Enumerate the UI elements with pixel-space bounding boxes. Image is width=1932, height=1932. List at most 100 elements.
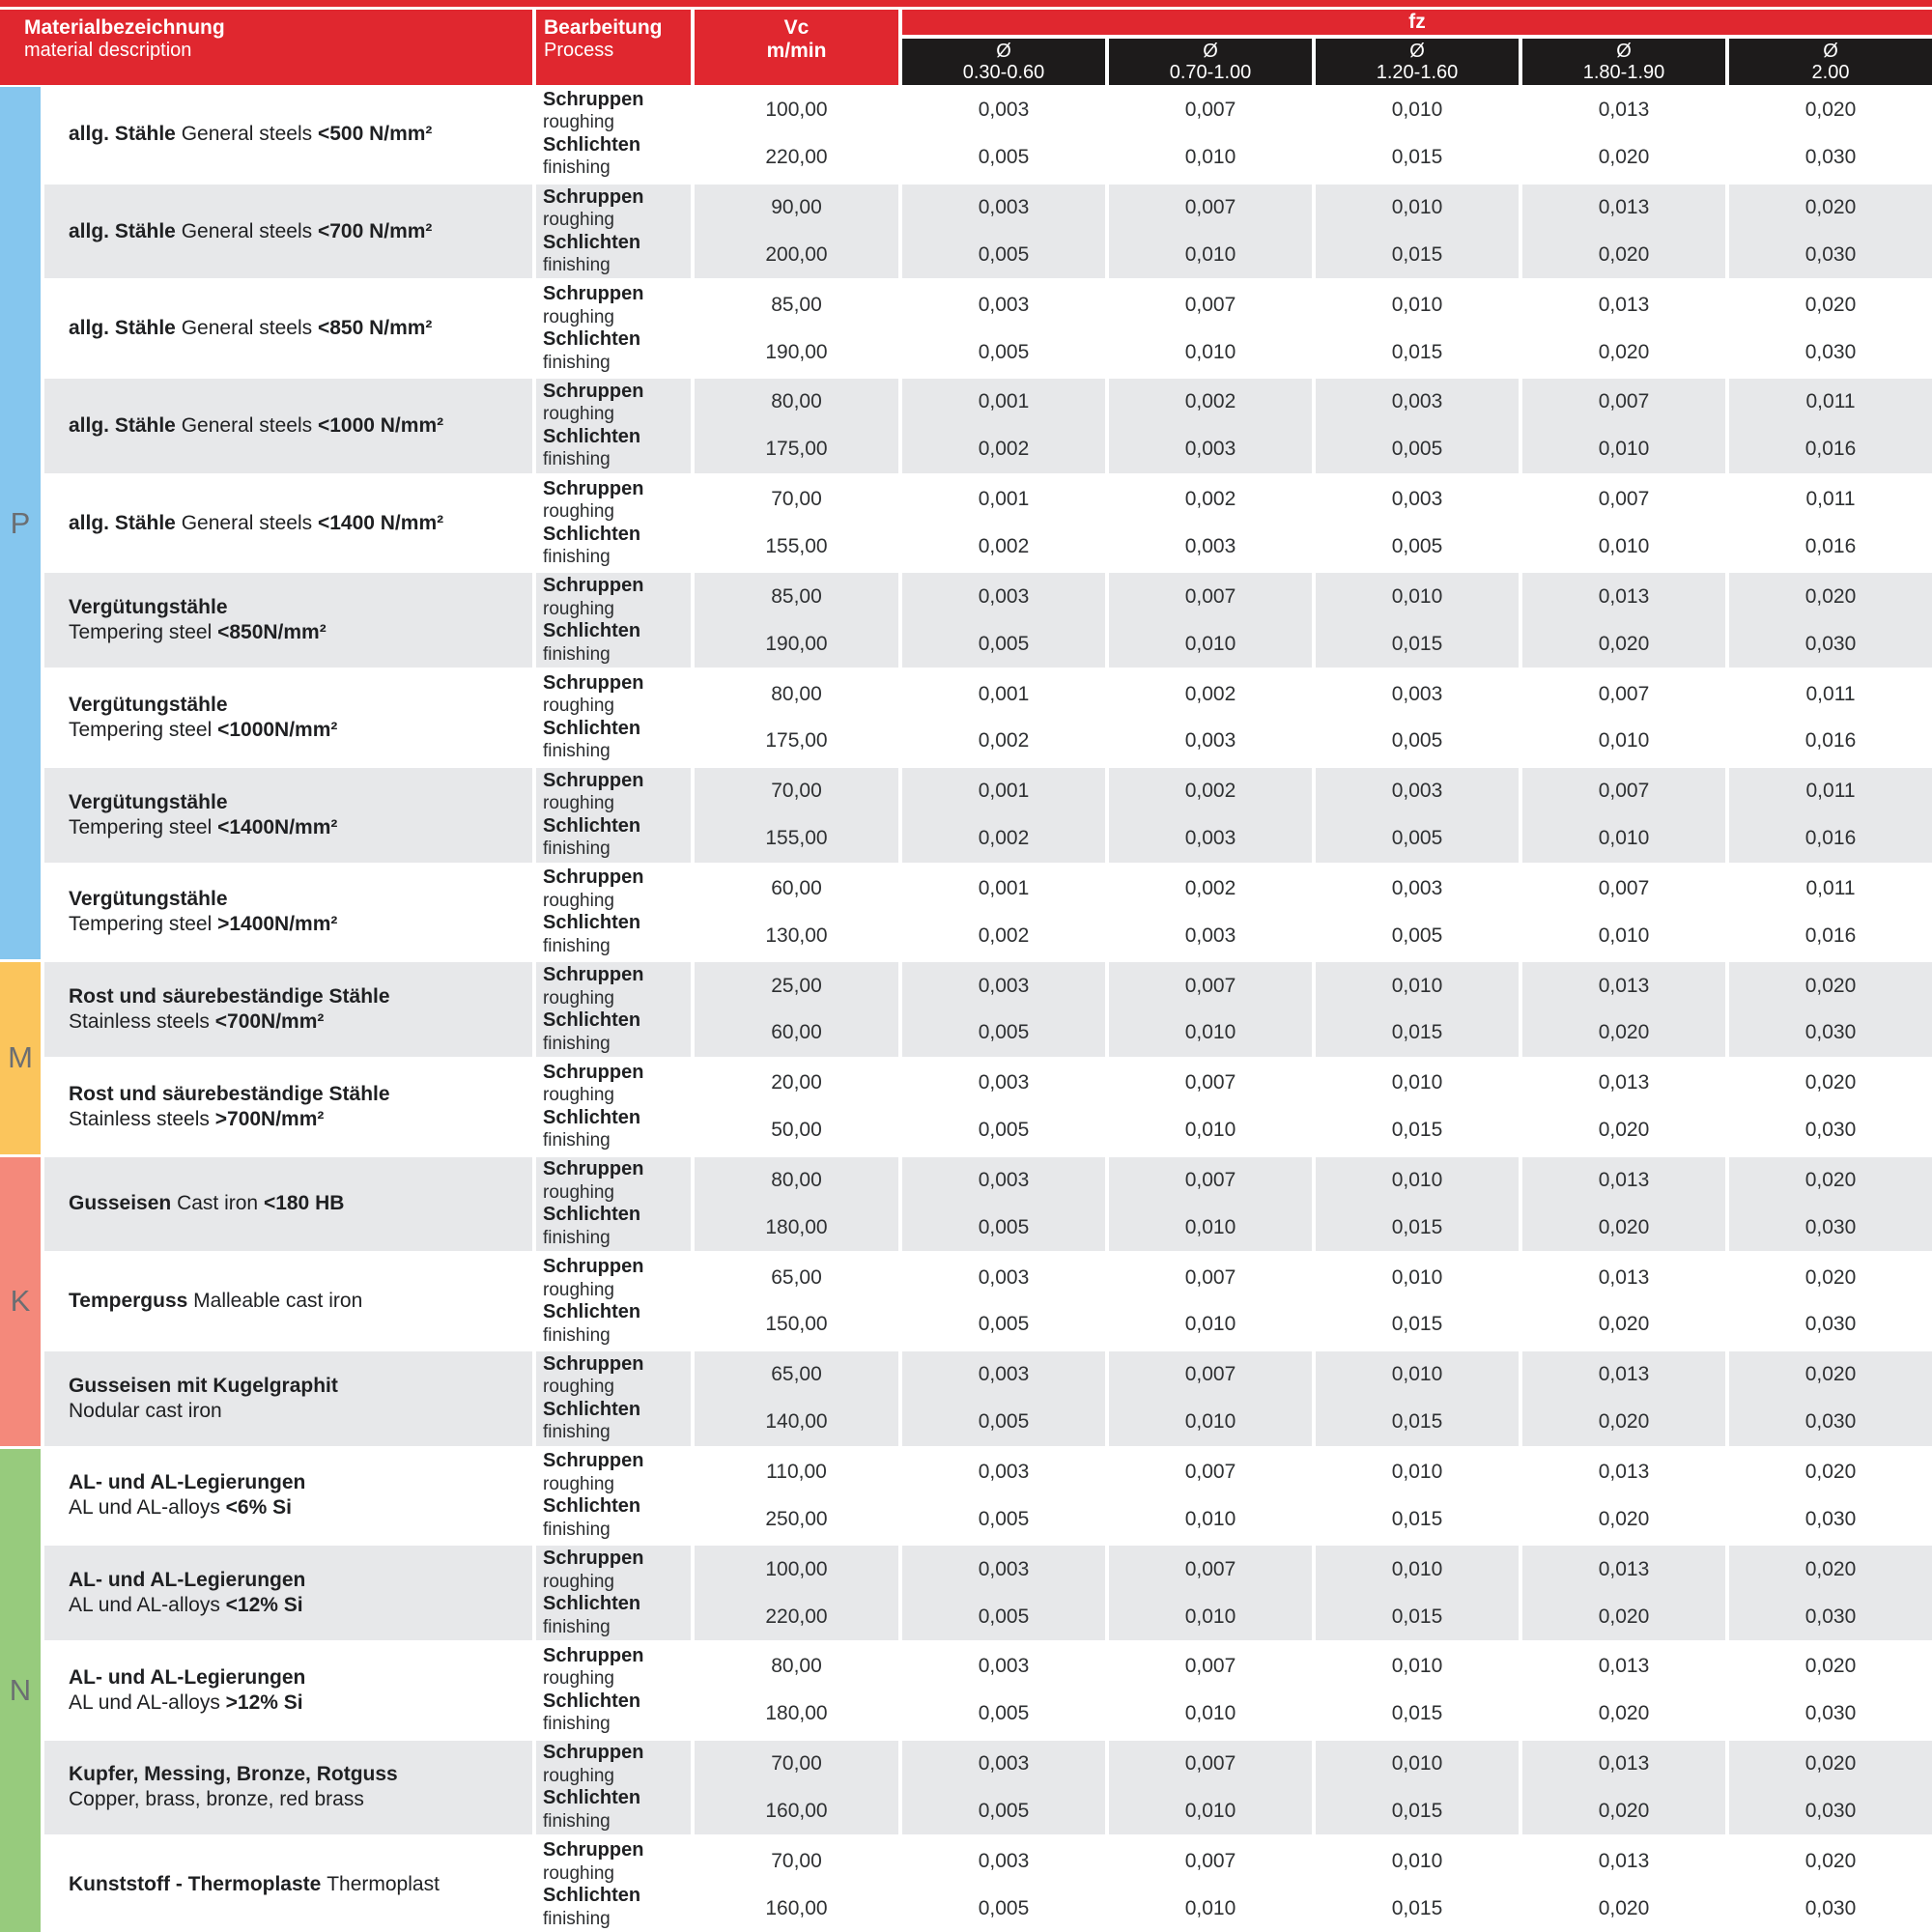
process-label-finishing-en: finishing: [543, 449, 611, 470]
table-header: Materialbezeichnung material description…: [0, 10, 1932, 85]
fz-value-finishing: 0,005: [978, 146, 1030, 169]
vc-value-finishing: 190,00: [765, 632, 828, 655]
fz-cell: 0,003 0,005: [902, 1448, 1105, 1544]
fz-cell: 0,020 0,030: [1729, 1546, 1932, 1640]
process-label-roughing-de: Schruppen: [543, 867, 644, 889]
process-label-finishing-de: Schlichten: [543, 328, 641, 351]
fz-cell: 0,001 0,002: [902, 865, 1105, 960]
material-text-segment: AL und AL-alloys: [69, 1496, 226, 1520]
material-name: Rost und säurebeständige Stähle Stainless…: [44, 1059, 532, 1154]
fz-value-roughing: 0,003: [978, 584, 1030, 608]
fz-value-roughing: 0,020: [1804, 1265, 1857, 1289]
fz-value-finishing: 0,010: [1598, 827, 1650, 850]
fz-value-roughing: 0,020: [1804, 974, 1857, 997]
material-text-segment: Kupfer, Messing, Bronze, Rotguss: [69, 1763, 398, 1786]
fz-value-roughing: 0,013: [1598, 1168, 1650, 1191]
fz-cell: 0,010 0,015: [1316, 962, 1519, 1057]
fz-value-finishing: 0,030: [1804, 1507, 1857, 1530]
process-label-roughing-en: roughing: [543, 210, 614, 231]
fz-value-roughing: 0,013: [1598, 196, 1650, 219]
fz-value-finishing: 0,020: [1598, 632, 1650, 655]
process-label-roughing-de: Schruppen: [543, 1352, 644, 1375]
material-text-segment: AL- und AL-Legierungen: [69, 1569, 306, 1592]
fz-value-finishing: 0,010: [1598, 438, 1650, 461]
vc-value-finishing: 190,00: [765, 340, 828, 363]
fz-cell: 0,020 0,030: [1729, 573, 1932, 668]
fz-value-finishing: 0,015: [1391, 1896, 1443, 1919]
vc-cell: 65,00 150,00: [695, 1254, 898, 1349]
fz-value-roughing: 0,010: [1391, 974, 1443, 997]
fz-value-roughing: 0,003: [978, 1071, 1030, 1094]
process-label-roughing-de: Schruppen: [543, 1839, 644, 1861]
fz-value-finishing: 0,010: [1184, 1507, 1236, 1530]
vc-cell: 70,00 160,00: [695, 1740, 898, 1835]
process-label-roughing-de: Schruppen: [543, 283, 644, 305]
fz-cell: 0,020 0,030: [1729, 87, 1932, 182]
vc-cell: 85,00 190,00: [695, 573, 898, 668]
fz-value-finishing: 0,003: [1184, 438, 1236, 461]
vc-cell: 20,00 50,00: [695, 1059, 898, 1154]
material-line: AL und AL-alloys >12% Si: [69, 1690, 303, 1716]
fz-value-roughing: 0,003: [1391, 780, 1443, 803]
diameter-symbol: Ø: [1616, 41, 1632, 62]
fz-value-roughing: 0,001: [978, 780, 1030, 803]
fz-value-finishing: 0,020: [1598, 1215, 1650, 1238]
process-label-finishing-de: Schlichten: [543, 1690, 641, 1712]
material-line: Temperguss Malleable cast iron: [69, 1289, 362, 1314]
fz-cell: 0,011 0,016: [1729, 767, 1932, 863]
fz-value-finishing: 0,005: [1391, 729, 1443, 753]
group-letter: M: [8, 1040, 33, 1075]
fz-value-roughing: 0,013: [1598, 293, 1650, 316]
material-text-segment: Tempering steel: [69, 913, 218, 936]
fz-value-finishing: 0,010: [1184, 1410, 1236, 1434]
material-text-segment: <850N/mm²: [217, 621, 327, 644]
fz-cell: 0,013 0,020: [1522, 1546, 1725, 1640]
material-line: AL- und AL-Legierungen: [69, 1568, 305, 1593]
process-label-roughing-en: roughing: [543, 890, 614, 911]
process-label-finishing-de: Schlichten: [543, 620, 641, 642]
material-row: Vergütungstähle Tempering steel <1000N/mm…: [44, 670, 1932, 765]
vc-value-finishing: 180,00: [765, 1702, 828, 1725]
process-label-roughing-en: roughing: [543, 1473, 614, 1494]
fz-cell: 0,013 0,020: [1522, 1254, 1725, 1349]
fz-value-roughing: 0,002: [1184, 876, 1236, 899]
fz-cell: 0,003 0,005: [902, 1350, 1105, 1446]
process-label-roughing-de: Schruppen: [543, 477, 644, 499]
material-line: Rost und säurebeständige Stähle: [69, 984, 390, 1009]
fz-value-roughing: 0,010: [1391, 196, 1443, 219]
group-letter-bar: M: [0, 962, 41, 1154]
vc-value-finishing: 160,00: [765, 1896, 828, 1919]
process-cell: Schruppen roughing Schlichten finishing: [536, 767, 691, 863]
vc-value-finishing: 130,00: [765, 923, 828, 947]
fz-value-finishing: 0,005: [978, 632, 1030, 655]
material-text-segment: <180 HB: [263, 1192, 345, 1215]
vc-value-finishing: 155,00: [765, 827, 828, 850]
group-letter-bar: N: [0, 1448, 41, 1932]
fz-cell: 0,011 0,016: [1729, 865, 1932, 960]
group-rows: AL- und AL-Legierungen AL und AL-alloys <…: [44, 1448, 1932, 1932]
fz-cell: 0,007 0,010: [1109, 962, 1312, 1057]
process-label-finishing-de: Schlichten: [543, 1495, 641, 1518]
fz-value-roughing: 0,003: [978, 1752, 1030, 1776]
fz-value-finishing: 0,015: [1391, 1702, 1443, 1725]
fz-value-finishing: 0,010: [1184, 1021, 1236, 1044]
fz-value-finishing: 0,030: [1804, 1605, 1857, 1628]
material-text-segment: >700N/mm²: [214, 1107, 325, 1130]
fz-value-roughing: 0,011: [1805, 780, 1856, 803]
material-text-segment: Stainless steels: [69, 1107, 215, 1130]
material-line: AL und AL-alloys <6% Si: [69, 1495, 292, 1520]
fz-cell: 0,013 0,020: [1522, 1059, 1725, 1154]
material-header-de: Materialbezeichnung: [24, 16, 225, 39]
process-label-roughing-de: Schruppen: [543, 964, 644, 985]
fz-value-finishing: 0,030: [1804, 1215, 1857, 1238]
diameter-range: 1.80-1.90: [1582, 62, 1665, 83]
fz-cell: 0,007 0,010: [1522, 379, 1725, 473]
fz-value-finishing: 0,010: [1184, 1702, 1236, 1725]
group-letter: N: [9, 1672, 32, 1707]
fz-cell: 0,007 0,010: [1109, 1642, 1312, 1738]
vc-value-finishing: 220,00: [765, 146, 828, 169]
fz-cell: 0,007 0,010: [1109, 1740, 1312, 1835]
fz-cell: 0,013 0,020: [1522, 573, 1725, 668]
fz-value-roughing: 0,013: [1598, 974, 1650, 997]
fz-cell: 0,020 0,030: [1729, 1156, 1932, 1252]
